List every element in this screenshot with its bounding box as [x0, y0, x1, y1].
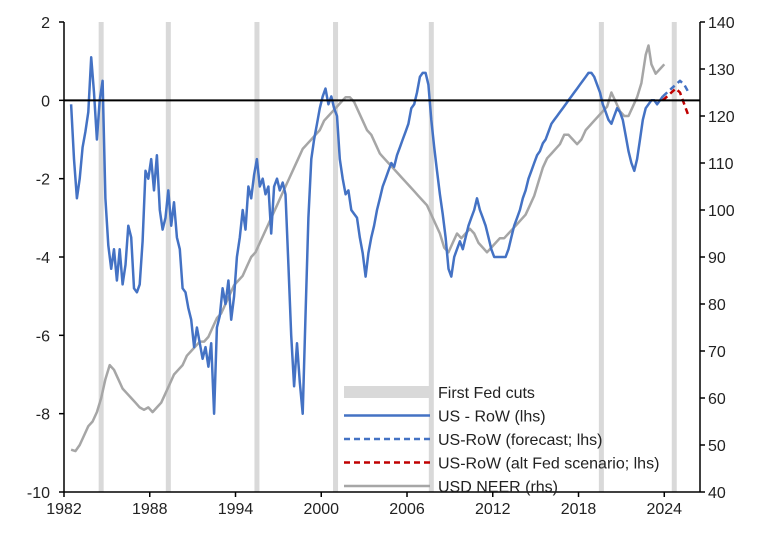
y2-tick-label: 90: [708, 250, 726, 267]
fed-cut-band: [671, 22, 677, 492]
x-tick-label: 2012: [475, 501, 511, 518]
x-tick-label: 1982: [46, 501, 82, 518]
legend-label: First Fed cuts: [438, 385, 535, 402]
y2-tick-label: 100: [708, 203, 735, 220]
legend-label: US - RoW (lhs): [438, 409, 546, 426]
fed-cut-bands: [98, 22, 677, 492]
y-tick-label: -10: [27, 485, 50, 502]
x-tick-label: 2024: [646, 501, 682, 518]
y-tick-label: 0: [41, 93, 50, 110]
series-line: [69, 56, 664, 415]
y2-tick-label: 40: [708, 485, 726, 502]
x-tick-label: 1994: [218, 501, 254, 518]
series-line: [661, 87, 690, 117]
x-tick-label: 2018: [561, 501, 597, 518]
y-tick-label: -8: [36, 407, 50, 424]
axes: [59, 21, 705, 497]
y-tick-label: -6: [36, 328, 50, 345]
y2-tick-label: 110: [708, 156, 734, 173]
series-line: [661, 79, 690, 98]
plot-lines: [69, 44, 690, 453]
y-tick-label: -2: [36, 172, 50, 189]
legend: First Fed cuts US - RoW (lhs) US-RoW (fore…: [344, 385, 659, 496]
fed-cut-band: [165, 22, 171, 492]
y2-tick-label: 60: [708, 391, 726, 408]
series-line: [70, 44, 666, 453]
tick-labels: 2 0 -2 -4 -6 -8 -10 140 130 120 110 100 90 80 70 60 50 40…: [27, 15, 735, 518]
y2-tick-label: 130: [708, 62, 735, 79]
fed-cut-band: [98, 22, 104, 492]
y2-tick-label: 70: [708, 344, 726, 361]
legend-swatch: [344, 386, 430, 398]
y2-tick-label: 80: [708, 297, 726, 314]
x-tick-label: 1988: [132, 501, 168, 518]
legend-label: US-RoW (alt Fed scenario; lhs): [438, 456, 659, 473]
fed-cut-band: [333, 22, 339, 492]
fed-cut-band: [428, 22, 434, 492]
x-tick-label: 2006: [389, 501, 425, 518]
y-tick-label: -4: [36, 250, 50, 267]
x-tick-label: 2000: [303, 501, 339, 518]
y2-tick-label: 140: [708, 15, 735, 32]
legend-label: US-RoW (forecast; lhs): [438, 432, 602, 449]
y-tick-label: 2: [41, 15, 50, 32]
fed-cut-band: [254, 22, 260, 492]
y2-tick-label: 50: [708, 438, 726, 455]
legend-label: USD NEER (rhs): [438, 479, 558, 496]
fed-cut-band: [598, 22, 604, 492]
y2-tick-label: 120: [708, 109, 735, 126]
